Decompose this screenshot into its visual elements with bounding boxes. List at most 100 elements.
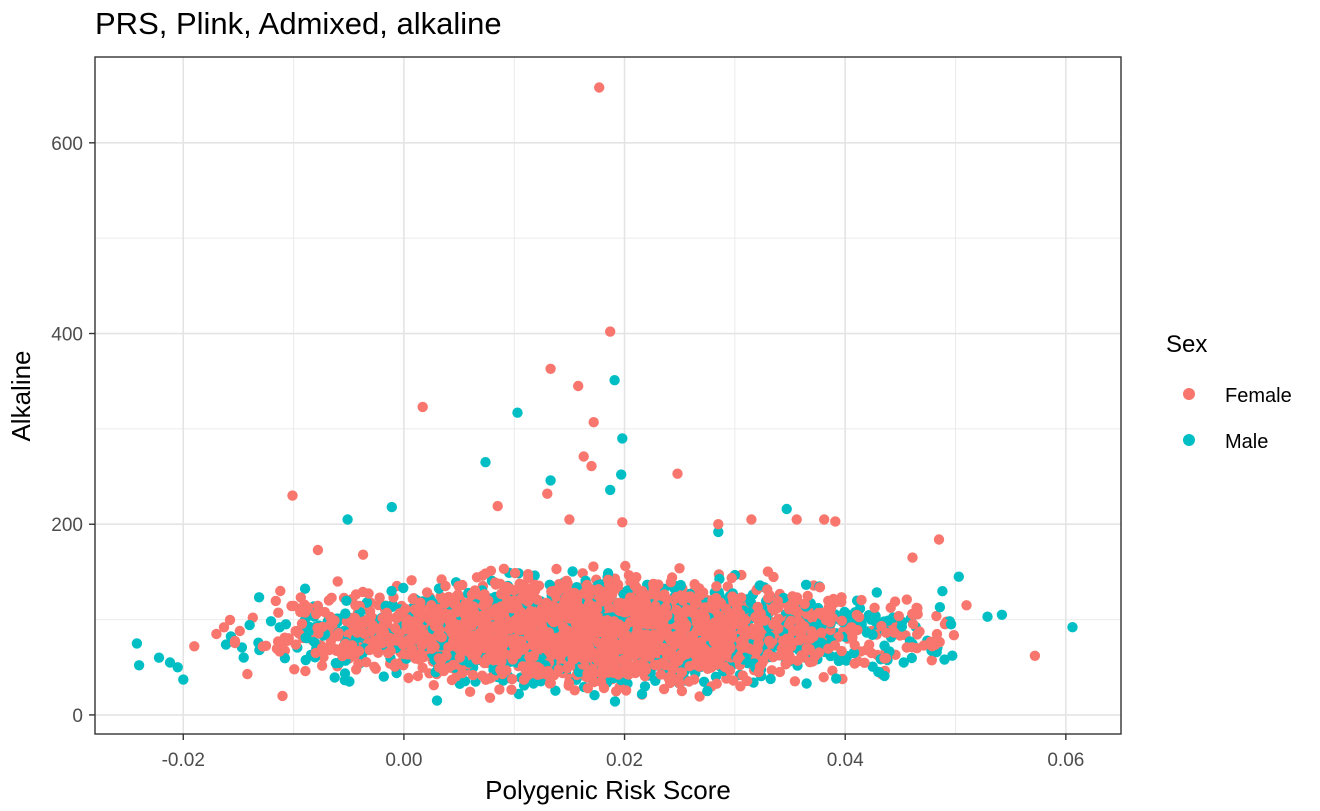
- data-point-female: [493, 619, 504, 630]
- data-point-female: [290, 639, 301, 650]
- data-point-male: [398, 582, 409, 594]
- data-point-male: [172, 662, 183, 673]
- data-point-female: [498, 563, 510, 574]
- data-point-female: [586, 663, 598, 675]
- data-point-female: [930, 639, 941, 650]
- data-point-female: [907, 618, 919, 630]
- data-point-female: [425, 604, 437, 615]
- data-point-female: [385, 645, 396, 657]
- data-point-male: [831, 673, 842, 684]
- data-point-female: [414, 653, 426, 664]
- data-point-male: [896, 621, 908, 632]
- data-point-female: [189, 641, 200, 652]
- data-point-female: [349, 612, 360, 624]
- data-point-male: [342, 514, 353, 525]
- data-point-female: [435, 631, 447, 643]
- data-point-female: [623, 570, 635, 581]
- data-point-female: [735, 681, 746, 692]
- data-point-female: [312, 600, 323, 611]
- data-point-female: [381, 607, 392, 618]
- data-point-female: [907, 608, 918, 620]
- x-tick-label: 0.02: [606, 750, 643, 771]
- data-point-female: [636, 612, 647, 623]
- data-point-female: [655, 669, 666, 680]
- data-point-female: [847, 632, 858, 643]
- data-point-female: [706, 662, 717, 673]
- data-point-female: [604, 602, 615, 613]
- data-point-female: [836, 615, 848, 626]
- data-point-female: [571, 594, 582, 605]
- data-point-female: [506, 684, 517, 695]
- data-point-female: [467, 669, 479, 681]
- data-point-male: [178, 674, 189, 685]
- data-point-female: [428, 680, 439, 691]
- data-point-male: [863, 610, 874, 621]
- data-point-female: [318, 652, 329, 663]
- data-point-female: [736, 592, 747, 603]
- data-point-female: [257, 641, 268, 652]
- data-point-female: [289, 664, 300, 675]
- data-point-female: [825, 603, 837, 614]
- data-point-female: [242, 668, 253, 680]
- data-point-male: [545, 475, 556, 486]
- data-point-female: [694, 691, 705, 702]
- data-point-female: [509, 567, 521, 579]
- data-point-female: [439, 598, 451, 609]
- data-point-female: [671, 591, 682, 603]
- data-point-female: [603, 594, 614, 605]
- data-point-female: [416, 640, 427, 651]
- data-point-female: [833, 631, 844, 643]
- data-point-female: [551, 563, 562, 575]
- data-point-female: [638, 602, 649, 613]
- data-point-female: [356, 626, 367, 638]
- data-point-male: [378, 671, 389, 682]
- data-point-female: [776, 643, 787, 654]
- data-point-female: [582, 672, 593, 683]
- data-point-female: [538, 603, 550, 614]
- data-point-female: [594, 592, 606, 603]
- data-point-female: [406, 575, 417, 586]
- data-point-male: [898, 657, 909, 668]
- data-point-female: [343, 649, 355, 660]
- data-point-male: [616, 469, 627, 480]
- data-point-female: [287, 490, 298, 501]
- data-point-female: [412, 670, 424, 682]
- data-point-female: [546, 586, 557, 597]
- data-point-female: [357, 549, 369, 560]
- data-point-female: [674, 563, 685, 574]
- data-point-female: [852, 624, 863, 636]
- data-point-female: [362, 614, 373, 625]
- data-point-female: [664, 677, 676, 689]
- data-point-male: [945, 619, 957, 630]
- data-point-female: [329, 615, 340, 626]
- data-point-male: [937, 586, 948, 597]
- data-point-male: [341, 595, 352, 606]
- data-point-female: [566, 641, 577, 653]
- data-point-female: [311, 608, 322, 620]
- data-point-female: [361, 657, 372, 668]
- data-point-female: [428, 612, 439, 623]
- data-point-female: [632, 630, 644, 642]
- data-point-female: [229, 637, 241, 649]
- data-point-female: [274, 646, 285, 657]
- data-point-male: [841, 655, 852, 666]
- data-point-female: [791, 514, 802, 525]
- data-point-female: [495, 664, 506, 675]
- data-point-female: [333, 627, 344, 639]
- data-point-female: [322, 642, 333, 653]
- data-point-male: [953, 571, 964, 582]
- data-point-female: [751, 645, 762, 656]
- data-point-male: [947, 650, 958, 661]
- data-point-female: [516, 635, 527, 647]
- y-tick-label: 600: [51, 134, 83, 155]
- data-point-female: [689, 674, 700, 685]
- data-point-female: [766, 665, 777, 676]
- data-point-male: [982, 611, 993, 622]
- data-point-female: [501, 599, 512, 610]
- data-point-female: [394, 608, 405, 619]
- data-point-female: [717, 638, 728, 649]
- data-point-female: [606, 636, 617, 647]
- data-point-female: [434, 662, 445, 673]
- data-point-female: [853, 611, 865, 623]
